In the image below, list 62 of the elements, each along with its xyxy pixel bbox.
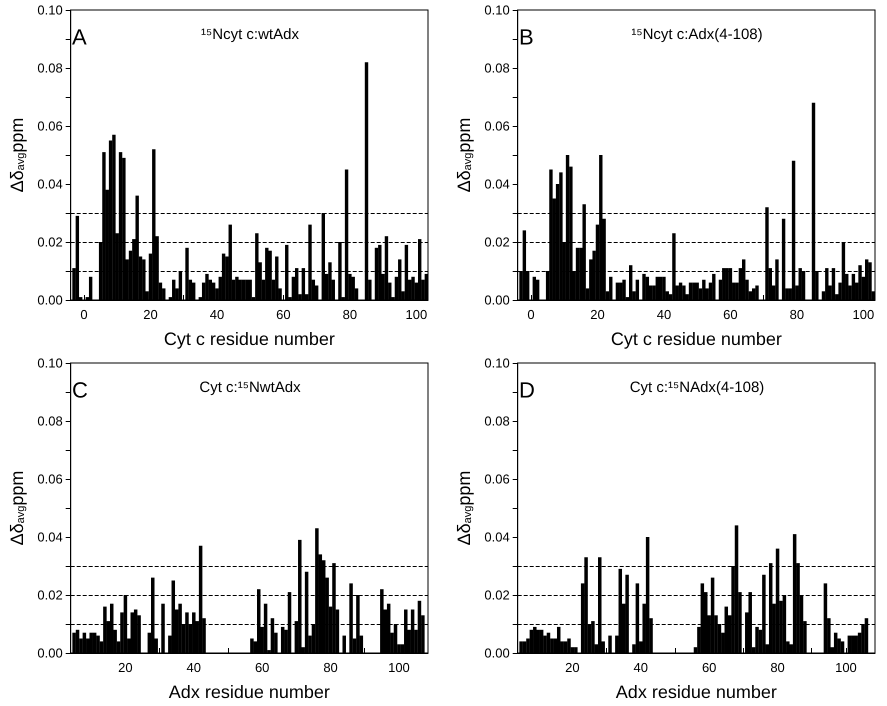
x-tick-label: 20 (118, 660, 133, 675)
y-tick-label: 0.00 (484, 292, 510, 308)
x-tick-label: 60 (702, 660, 716, 675)
y-axis-title: Δδavgppm (454, 118, 474, 192)
y-tick-label: 0.10 (37, 356, 63, 370)
y-tick-label: 0.02 (484, 588, 510, 602)
x-tick-label: 40 (210, 307, 224, 322)
text: ¹⁵Ncyt c:Adx(4-108) (631, 26, 763, 43)
y-tick-label: 0.10 (484, 356, 510, 370)
y-tick-label: 0.10 (37, 2, 63, 18)
x-tick-label: 100 (388, 660, 410, 675)
annotation: C (72, 378, 88, 402)
x-axis-title: Cyt c residue number (164, 329, 335, 349)
y-tick-label: 0.00 (484, 646, 510, 660)
y-tick-label: 0.06 (484, 472, 510, 486)
x-tick-label: 100 (835, 660, 857, 675)
x-tick-label: 60 (276, 307, 291, 322)
x-tick-label: 40 (186, 660, 202, 675)
x-axis-title: Adx residue number (616, 682, 777, 702)
text: Cyt c:¹⁵NAdx(4-108) (630, 379, 764, 396)
y-tick-label: 0.08 (484, 60, 510, 76)
y-tick-label: 0.06 (484, 118, 510, 134)
annotation: A (72, 24, 87, 50)
y-tick-label: 0.00 (37, 646, 63, 660)
x-axis-title: Cyt c residue number (610, 329, 782, 349)
x-tick-label: 0 (527, 307, 535, 322)
x-tick-label: 0 (80, 307, 88, 322)
x-tick-label: 20 (143, 307, 158, 322)
y-axis-title: Δδavgppm (454, 470, 474, 546)
y-tick-label: 0.04 (37, 176, 63, 192)
annotation: D (519, 378, 535, 402)
text: ¹⁵Ncyt c:wtAdx (201, 26, 300, 43)
x-tick-label: 20 (590, 307, 605, 322)
y-tick-label: 0.04 (37, 530, 63, 544)
x-tick-label: 80 (323, 660, 338, 675)
y-axis-title: Δδavgppm (7, 470, 27, 546)
x-tick-label: 100 (852, 307, 874, 322)
x-tick-label: 20 (565, 660, 580, 675)
x-tick-label: 60 (254, 660, 270, 675)
y-tick-label: 0.06 (37, 472, 63, 486)
text: Cyt c:¹⁵NwtAdx (199, 379, 302, 396)
y-tick-label: 0.06 (37, 118, 63, 134)
y-axis-title: Δδavgppm (7, 118, 27, 192)
y-tick-label: 0.02 (484, 234, 510, 250)
x-tick-label: 100 (406, 307, 428, 322)
y-tick-label: 0.08 (37, 414, 63, 428)
x-tick-label: 40 (656, 307, 672, 322)
x-tick-label: 60 (723, 307, 738, 322)
x-tick-label: 80 (770, 660, 785, 675)
y-tick-label: 0.10 (484, 2, 510, 18)
x-axis-title: Adx residue number (168, 682, 330, 702)
y-tick-label: 0.04 (484, 530, 510, 544)
x-tick-label: 40 (634, 660, 648, 675)
x-tick-label: 80 (342, 307, 358, 322)
y-tick-label: 0.00 (37, 292, 63, 308)
x-tick-label: 80 (790, 307, 804, 322)
y-tick-label: 0.02 (37, 234, 63, 250)
y-tick-label: 0.04 (484, 176, 510, 192)
y-tick-label: 0.08 (37, 60, 63, 76)
y-tick-label: 0.08 (484, 414, 510, 428)
y-tick-label: 0.02 (37, 588, 63, 602)
annotation: B (519, 24, 534, 50)
